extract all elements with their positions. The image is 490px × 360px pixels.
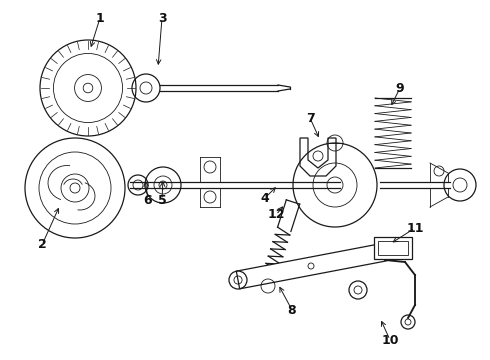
Text: 11: 11 [406, 221, 424, 234]
Text: 10: 10 [381, 333, 399, 346]
Text: 4: 4 [261, 192, 270, 204]
Text: 2: 2 [38, 238, 47, 252]
Polygon shape [236, 243, 387, 289]
Text: 3: 3 [158, 12, 166, 24]
Text: 9: 9 [396, 81, 404, 94]
Text: 6: 6 [144, 194, 152, 207]
Text: 1: 1 [96, 12, 104, 24]
Text: 5: 5 [158, 194, 167, 207]
Text: 7: 7 [306, 112, 315, 125]
FancyBboxPatch shape [374, 237, 412, 259]
Text: 12: 12 [267, 208, 285, 221]
FancyBboxPatch shape [378, 241, 408, 255]
Text: 8: 8 [288, 303, 296, 316]
